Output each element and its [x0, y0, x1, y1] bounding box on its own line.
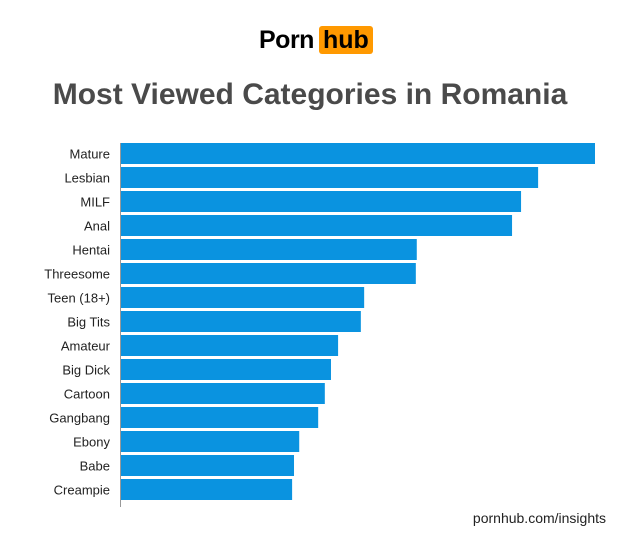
category-label: Big Tits	[67, 315, 110, 330]
bar-creampie	[121, 479, 293, 500]
pornhub-logo: Porn hub	[259, 26, 373, 54]
chart-title: Most Viewed Categories in Romania	[52, 78, 568, 111]
bar-ebony	[121, 431, 300, 452]
logo-text-hub: hub	[318, 26, 373, 54]
bar-teen-18	[121, 287, 365, 308]
bar-big-dick	[121, 359, 331, 380]
bar-hentai	[121, 239, 417, 260]
bar-cartoon	[121, 383, 325, 404]
category-label: Threesome	[44, 267, 110, 282]
bar-threesome	[121, 263, 416, 284]
bar-milf	[121, 191, 522, 212]
category-label: Ebony	[73, 435, 110, 450]
category-label: Amateur	[61, 339, 111, 354]
bar-gangbang	[121, 407, 319, 428]
category-label: Hentai	[72, 243, 110, 258]
category-label: Cartoon	[64, 387, 110, 402]
category-label: Mature	[70, 147, 110, 162]
category-label: Big Dick	[62, 363, 110, 378]
bar-big-tits	[121, 311, 361, 332]
bar-anal	[121, 215, 513, 236]
category-label: Gangbang	[49, 411, 110, 426]
category-label: Anal	[84, 219, 110, 234]
bar-amateur	[121, 335, 339, 356]
logo-text-porn: Porn	[259, 25, 314, 54]
bar-mature	[121, 143, 595, 164]
category-label: Teen (18+)	[47, 291, 110, 306]
bar-babe	[121, 455, 295, 476]
category-label: Lesbian	[64, 171, 110, 186]
source-footer: pornhub.com/insights	[472, 510, 606, 526]
category-label: Babe	[80, 459, 110, 474]
category-label: Creampie	[54, 483, 110, 498]
category-label: MILF	[80, 195, 110, 210]
bar-lesbian	[121, 167, 539, 188]
